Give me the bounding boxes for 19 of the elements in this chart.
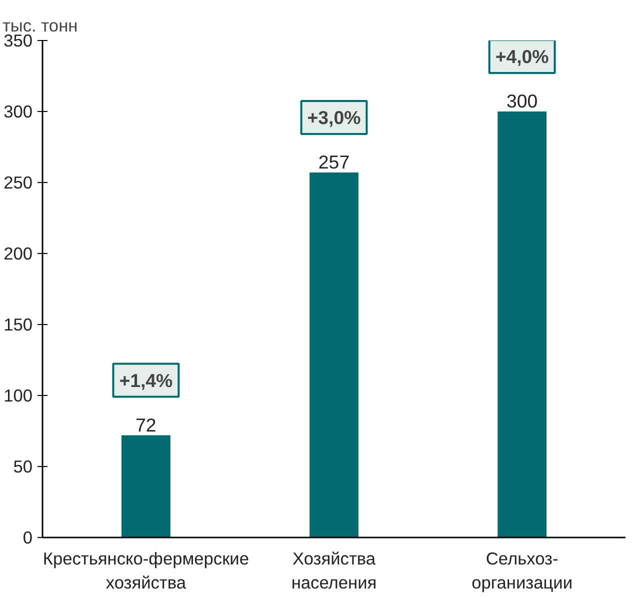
y-tick-label: 50 [13,456,33,476]
data-label: 72 [136,414,156,436]
x-tick-label: Сельхоз- организации [472,548,573,592]
y-tick-label: 200 [4,244,33,264]
x-tick-label: Крестьянско-фермерские хозяйства [42,548,249,592]
data-label: 300 [506,90,538,112]
y-tick-label: 0 [22,528,33,548]
annotation: +1,4% [119,370,174,391]
data-label: 257 [318,152,350,173]
annotation: +3,0% [307,107,362,128]
bar [498,112,547,538]
bar [121,435,170,538]
y-tick-label: 300 [4,102,33,122]
y-tick-label: 250 [4,172,33,192]
y-tick-label: 100 [4,386,33,406]
bar [310,172,358,538]
x-tick-label: Хозяйства населения [291,548,377,592]
y-tick-label: 150 [4,314,33,334]
annotation: +4,0% [495,46,550,67]
